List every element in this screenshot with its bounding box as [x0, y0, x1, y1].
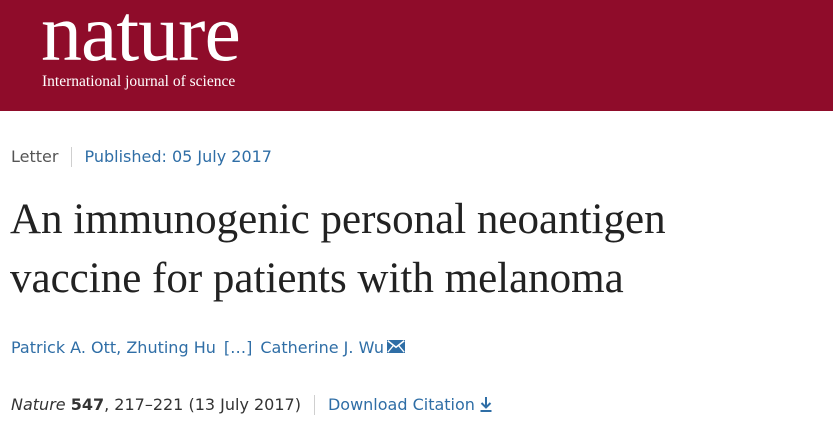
envelope-icon[interactable] — [386, 340, 405, 353]
article-title-line-1: An immunogenic personal neoantigen — [10, 196, 666, 243]
article-meta: Letter Published: 05 July 2017 — [11, 146, 272, 168]
published-date: Published: 05 July 2017 — [84, 147, 272, 166]
author-list: Patrick A. Ott, Zhuting Hu […] Catherine J… — [11, 337, 405, 359]
journal-volume: 547 — [70, 395, 105, 414]
article-title-line-2: vaccine for patients with melanoma — [10, 255, 624, 302]
author-link[interactable]: Zhuting Hu — [126, 338, 216, 357]
journal-banner: nature International journal of science — [0, 0, 833, 111]
article-type: Letter — [11, 147, 59, 166]
citation-divider — [313, 394, 315, 415]
journal-tagline: International journal of science — [42, 73, 236, 90]
author-link[interactable]: Patrick A. Ott, — [11, 338, 122, 357]
author-link[interactable]: Catherine J. Wu — [260, 338, 384, 357]
meta-divider — [71, 146, 73, 167]
journal-name: Nature — [11, 395, 66, 414]
citation-row: Nature 547, 217–221 (13 July 2017) Downlo… — [11, 394, 493, 416]
expand-authors-button[interactable]: […] — [223, 338, 253, 357]
article-title: An immunogenic personal neoantigen vacci… — [10, 190, 666, 308]
download-arrow-icon[interactable] — [479, 396, 493, 412]
download-citation-link[interactable]: Download Citation — [327, 395, 475, 414]
citation-pages-date: , 217–221 (13 July 2017) — [104, 395, 301, 414]
nature-logo[interactable]: nature — [41, 0, 241, 78]
